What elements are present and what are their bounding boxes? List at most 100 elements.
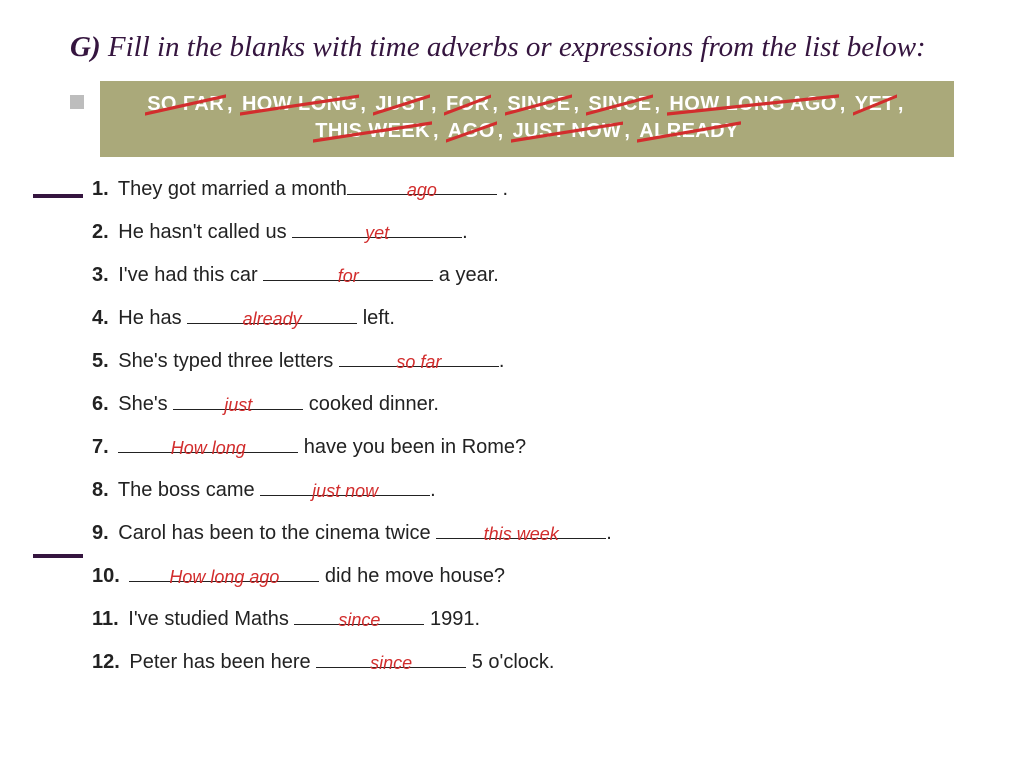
divider-top xyxy=(33,194,83,198)
exercise-line: 4. He has already left. xyxy=(92,304,954,331)
blank: so far xyxy=(339,347,499,374)
wordbank-word: SO FAR xyxy=(147,91,224,118)
line-text: . xyxy=(499,350,505,372)
strike-icon xyxy=(446,121,497,143)
line-text: He has xyxy=(113,307,187,329)
strike-icon xyxy=(373,94,430,116)
line-text: cooked dinner. xyxy=(303,393,439,415)
line-text: I've had this car xyxy=(113,264,264,286)
strike-icon xyxy=(667,94,838,116)
blank-answer: How long ago xyxy=(169,566,279,589)
strike-icon xyxy=(240,94,359,116)
wordbank-separator: , xyxy=(498,120,510,142)
blank-answer: this week xyxy=(484,523,559,546)
line-number: 2. xyxy=(92,221,109,243)
line-number: 7. xyxy=(92,436,109,458)
line-text: left. xyxy=(357,307,395,329)
wordbank-separator: , xyxy=(492,93,504,115)
line-number: 1. xyxy=(92,178,109,200)
wordbank-separator: , xyxy=(227,93,239,115)
line-text: I've studied Maths xyxy=(123,608,295,630)
blank-answer: so far xyxy=(396,351,441,374)
blank: this week xyxy=(436,519,606,546)
exercise-line: 12. Peter has been here since 5 o'clock. xyxy=(92,648,954,675)
line-text: have you been in Rome? xyxy=(298,436,526,458)
wordbank-separator: , xyxy=(898,93,904,115)
line-number: 4. xyxy=(92,307,109,329)
blank: yet xyxy=(292,218,462,245)
blank: since xyxy=(316,648,466,675)
line-number: 10. xyxy=(92,565,120,587)
exercise-line: 3. I've had this car for a year. xyxy=(92,261,954,288)
exercise-line: 5. She's typed three letters so far. xyxy=(92,347,954,374)
wordbank-word: YET xyxy=(855,91,895,118)
line-number: 6. xyxy=(92,393,109,415)
exercise-line: 8. The boss came just now. xyxy=(92,476,954,503)
blank-answer: since xyxy=(370,652,412,675)
exercise-title: G) Fill in the blanks with time adverbs … xyxy=(0,0,1024,77)
strike-icon xyxy=(853,94,897,116)
wordbank-word: FOR xyxy=(446,91,489,118)
line-number: 9. xyxy=(92,522,109,544)
blank: How long ago xyxy=(129,562,319,589)
strike-icon xyxy=(511,121,624,143)
line-text: The boss came xyxy=(113,479,260,501)
wordbank-word: AGO xyxy=(448,118,495,145)
wordbank-row: SO FAR, HOW LONG, JUST, FOR, SINCE, SINC… xyxy=(70,81,954,157)
exercise-line: 9. Carol has been to the cinema twice th… xyxy=(92,519,954,546)
wordbank-word: HOW LONG AGO xyxy=(669,91,836,118)
strike-icon xyxy=(444,94,491,116)
blank-answer: just now xyxy=(312,480,378,503)
line-number: 3. xyxy=(92,264,109,286)
exercise-line: 1. They got married a month ago . xyxy=(92,175,954,202)
blank: ago xyxy=(347,175,497,202)
blank-answer: How long xyxy=(171,437,246,460)
line-number: 5. xyxy=(92,350,109,372)
wordbank-separator: , xyxy=(573,93,585,115)
title-prefix: G) xyxy=(70,31,101,63)
wordbank-separator: , xyxy=(431,93,443,115)
blank: already xyxy=(187,304,357,331)
title-text: Fill in the blanks with time adverbs or … xyxy=(101,31,926,63)
blank: since xyxy=(294,605,424,632)
wordbank-word: SINCE xyxy=(507,91,570,118)
line-text: . xyxy=(497,178,508,200)
line-text: . xyxy=(606,522,612,544)
strike-icon xyxy=(586,94,653,116)
exercise-line: 10. How long ago did he move house? xyxy=(92,562,954,589)
exercise-list: 1. They got married a month ago . 2. He ha… xyxy=(0,175,1024,675)
line-text: . xyxy=(462,221,468,243)
exercise-line: 6. She's just cooked dinner. xyxy=(92,390,954,417)
line-text: She's typed three letters xyxy=(113,350,339,372)
wordbank-word: JUST NOW xyxy=(513,118,622,145)
strike-icon xyxy=(637,121,740,143)
strike-icon xyxy=(505,94,572,116)
line-text: They got married a month xyxy=(113,178,347,200)
wordbank-separator: , xyxy=(624,120,636,142)
wordbank-word: SINCE xyxy=(588,91,651,118)
wordbank: SO FAR, HOW LONG, JUST, FOR, SINCE, SINC… xyxy=(100,81,954,157)
line-text: Carol has been to the cinema twice xyxy=(113,522,437,544)
line-text: Peter has been here xyxy=(124,651,316,673)
wordbank-separator: , xyxy=(433,120,445,142)
blank-answer: for xyxy=(338,265,359,288)
line-text: . xyxy=(430,479,436,501)
wordbank-word: THIS WEEK xyxy=(315,118,430,145)
blank-answer: already xyxy=(243,308,302,331)
line-number: 12. xyxy=(92,651,120,673)
line-text: 1991. xyxy=(424,608,480,630)
blank-answer: just xyxy=(224,394,252,417)
strike-icon xyxy=(313,121,432,143)
blank-answer: since xyxy=(338,609,380,632)
blank: just xyxy=(173,390,303,417)
wordbank-word: JUST xyxy=(375,91,428,118)
blank: just now xyxy=(260,476,430,503)
line-text: He hasn't called us xyxy=(113,221,292,243)
bullet-icon xyxy=(70,95,84,109)
line-text: She's xyxy=(113,393,174,415)
blank-answer: ago xyxy=(407,179,437,202)
blank: for xyxy=(263,261,433,288)
line-text: 5 o'clock. xyxy=(466,651,554,673)
line-number: 11. xyxy=(92,608,119,630)
blank-answer: yet xyxy=(365,222,389,245)
